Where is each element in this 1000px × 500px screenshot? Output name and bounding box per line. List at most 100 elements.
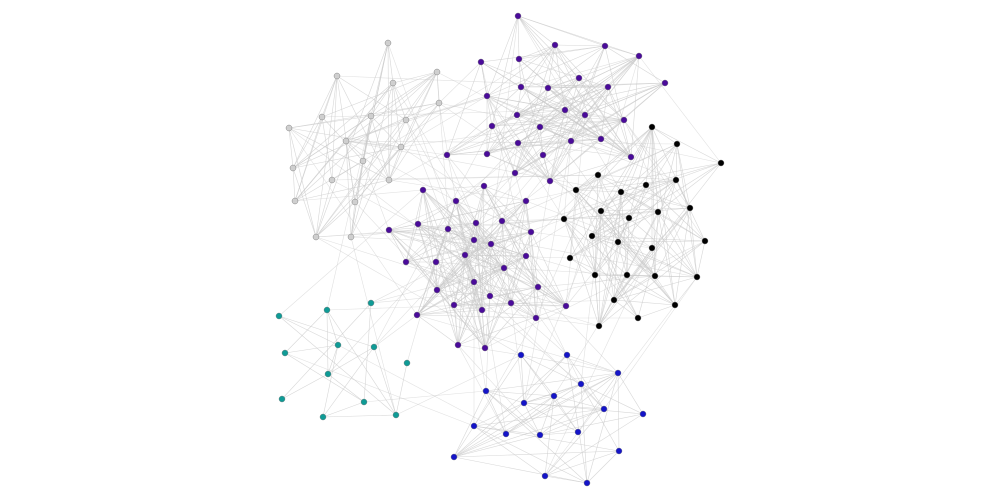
- edge: [523, 235, 593, 404]
- edge: [570, 119, 625, 142]
- edge: [473, 425, 546, 477]
- edge: [416, 309, 483, 316]
- edge: [613, 275, 656, 301]
- edge: [417, 223, 568, 356]
- edge: [600, 179, 677, 212]
- edge: [475, 222, 491, 297]
- gray-community-node: [351, 198, 359, 206]
- purple-lower-community-node: [522, 252, 530, 260]
- edge: [510, 302, 537, 319]
- purple-upper-community-node: [539, 151, 547, 159]
- edge: [598, 241, 619, 327]
- edge: [520, 44, 556, 88]
- edge: [278, 315, 375, 348]
- purple-lower-community-node: [402, 258, 410, 266]
- edge: [491, 114, 586, 127]
- edge: [575, 179, 677, 191]
- edge: [514, 55, 640, 174]
- edge: [626, 274, 698, 278]
- edge: [517, 15, 556, 46]
- edge: [453, 372, 619, 458]
- edge: [657, 211, 676, 306]
- edge: [491, 114, 518, 127]
- edge: [598, 240, 706, 327]
- gray-community-node: [389, 79, 397, 87]
- edge: [539, 86, 609, 128]
- edge: [516, 114, 625, 121]
- edge: [436, 228, 449, 291]
- edge: [584, 114, 625, 121]
- black-community-node: [588, 232, 596, 240]
- black-community-node: [648, 123, 656, 131]
- edge: [436, 231, 532, 291]
- edge: [600, 191, 622, 212]
- edge: [322, 414, 397, 418]
- edge: [591, 235, 706, 242]
- edge: [436, 267, 505, 291]
- blue-community-node: [583, 479, 591, 487]
- edge: [436, 71, 459, 346]
- purple-upper-community-node: [517, 83, 525, 91]
- edge: [373, 314, 418, 348]
- blue-community-node: [470, 422, 478, 430]
- edge: [405, 243, 492, 263]
- edge: [486, 95, 518, 116]
- edge: [549, 156, 632, 182]
- edge: [525, 200, 539, 288]
- edge: [475, 222, 619, 374]
- edge: [337, 344, 507, 435]
- purple-upper-community-node: [575, 74, 583, 82]
- edge: [563, 218, 628, 276]
- edge: [455, 200, 567, 307]
- edge: [600, 210, 630, 219]
- edge: [292, 167, 296, 202]
- edge: [321, 116, 333, 181]
- edge: [446, 61, 482, 156]
- edge: [435, 261, 505, 269]
- edge: [446, 153, 488, 156]
- edge: [597, 174, 656, 277]
- edge: [518, 58, 580, 79]
- edge: [539, 87, 549, 128]
- edge: [405, 223, 419, 263]
- purple-upper-community-node: [511, 169, 519, 177]
- edge: [516, 87, 549, 116]
- edge: [438, 61, 482, 104]
- edge: [464, 254, 491, 297]
- edge: [484, 295, 491, 349]
- edge: [565, 55, 640, 307]
- black-community-node: [594, 171, 602, 179]
- edge: [486, 87, 549, 155]
- edge: [638, 55, 722, 164]
- blue-community-node: [639, 410, 647, 418]
- blue-community-node: [517, 351, 525, 359]
- edge: [676, 143, 698, 278]
- edge: [453, 281, 475, 306]
- edge: [554, 44, 606, 47]
- edge: [350, 160, 364, 238]
- edge: [288, 127, 402, 148]
- edge: [292, 167, 317, 238]
- edge: [554, 44, 625, 121]
- edge: [566, 354, 619, 374]
- edge: [613, 207, 691, 301]
- edge: [594, 126, 653, 276]
- edge: [544, 413, 644, 477]
- edge: [284, 352, 475, 427]
- edge: [405, 142, 519, 263]
- edge: [607, 86, 625, 121]
- purple-upper-community-node: [536, 123, 544, 131]
- blue-community-node: [536, 431, 544, 439]
- edge: [486, 95, 632, 158]
- edge: [326, 309, 329, 375]
- edge: [569, 257, 596, 276]
- edge: [446, 86, 522, 156]
- edge: [281, 373, 329, 400]
- edge: [453, 395, 555, 458]
- edge: [523, 354, 568, 404]
- black-community-node: [634, 314, 642, 322]
- edge: [284, 352, 365, 403]
- edge: [676, 143, 691, 209]
